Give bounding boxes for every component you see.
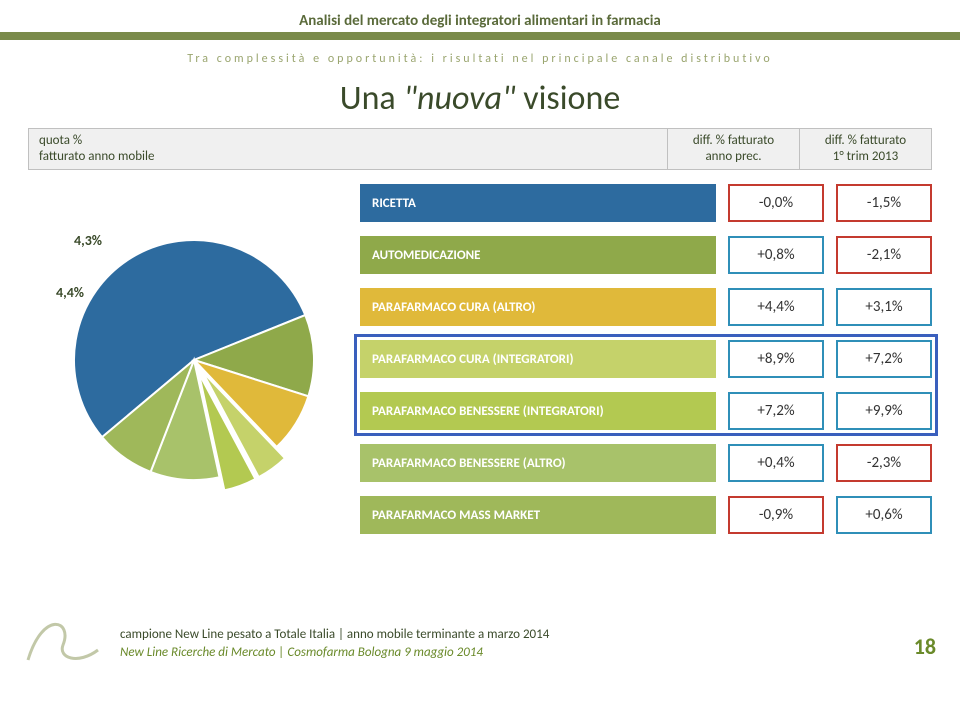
row-value-prev: +7,2% [728, 392, 824, 430]
row-label: PARAFARMACO BENESSERE (INTEGRATORI) [360, 392, 716, 430]
accent-stripe [0, 32, 960, 40]
table-header: quota % fatturato anno mobile diff. % fa… [28, 128, 932, 170]
header-col1-line1: diff. % fatturato [674, 133, 793, 149]
header-col1-line2: anno prec. [674, 149, 793, 165]
header-left-line1: quota % [39, 133, 657, 149]
row-value-trim: -2,3% [836, 444, 932, 482]
header-col2-line2: 1° trim 2013 [806, 149, 925, 165]
footer-line2-pre: New Line Ricerche di Mercato | [120, 645, 287, 660]
row-value-trim: +7,2% [836, 340, 932, 378]
section-title-post: visione [516, 78, 621, 119]
header-col1: diff. % fatturato anno prec. [667, 129, 799, 169]
table-row: PARAFARMACO BENESSERE (ALTRO) +0,4% -2,3% [360, 444, 932, 482]
row-value-prev: -0,0% [728, 184, 824, 222]
table-row: RICETTA -0,0% -1,5% [360, 184, 932, 222]
page-number: 18 [914, 633, 936, 660]
logo-icon [18, 610, 108, 670]
row-value-prev: +0,4% [728, 444, 824, 482]
section-title: Una "nuova" visione [0, 78, 960, 119]
row-value-prev: +0,8% [728, 236, 824, 274]
pie-callout: 4,4% [56, 284, 84, 301]
document-title: Analisi del mercato degli integratori al… [0, 12, 960, 30]
row-value-trim: -2,1% [836, 236, 932, 274]
table-row: PARAFARMACO BENESSERE (INTEGRATORI) +7,2%… [360, 392, 932, 430]
row-label: PARAFARMACO MASS MARKET [360, 496, 716, 534]
row-value-trim: +0,6% [836, 496, 932, 534]
row-value-trim: -1,5% [836, 184, 932, 222]
table-row: PARAFARMACO CURA (INTEGRATORI) +8,9% +7,2% [360, 340, 932, 378]
row-label: PARAFARMACO BENESSERE (ALTRO) [360, 444, 716, 482]
row-value-prev: +4,4% [728, 288, 824, 326]
row-label: PARAFARMACO CURA (ALTRO) [360, 288, 716, 326]
pie-callout: 4,3% [74, 232, 102, 249]
header-col2: diff. % fatturato 1° trim 2013 [799, 129, 931, 169]
footer-line1: campione New Line pesato a Totale Italia… [120, 626, 900, 644]
row-value-prev: +8,9% [728, 340, 824, 378]
pie-chart [44, 210, 344, 510]
section-title-italic: "nuova" [403, 78, 515, 119]
footer: campione New Line pesato a Totale Italia… [120, 626, 900, 662]
header-col2-line1: diff. % fatturato [806, 133, 925, 149]
table-row: PARAFARMACO CURA (ALTRO) +4,4% +3,1% [360, 288, 932, 326]
row-value-trim: +3,1% [836, 288, 932, 326]
row-label: AUTOMEDICAZIONE [360, 236, 716, 274]
row-label: RICETTA [360, 184, 716, 222]
document-subtitle: Tra complessità e opportunità: i risulta… [0, 52, 960, 66]
section-title-pre: Una [340, 78, 404, 119]
row-value-prev: -0,9% [728, 496, 824, 534]
header-left-line2: fatturato anno mobile [39, 149, 657, 165]
row-label: PARAFARMACO CURA (INTEGRATORI) [360, 340, 716, 378]
header-left: quota % fatturato anno mobile [29, 129, 667, 169]
table-row: PARAFARMACO MASS MARKET -0,9% +0,6% [360, 496, 932, 534]
footer-line2-post: Cosmofarma Bologna 9 maggio 2014 [287, 645, 483, 660]
footer-line2: New Line Ricerche di Mercato | Cosmofarm… [120, 644, 900, 662]
table-row: AUTOMEDICAZIONE +0,8% -2,1% [360, 236, 932, 274]
row-value-trim: +9,9% [836, 392, 932, 430]
data-rows: RICETTA -0,0% -1,5% AUTOMEDICAZIONE +0,8% -2,… [360, 184, 932, 534]
slide-page: { "palette": { "accent_bar": "#7a8a4a", … [0, 0, 960, 710]
